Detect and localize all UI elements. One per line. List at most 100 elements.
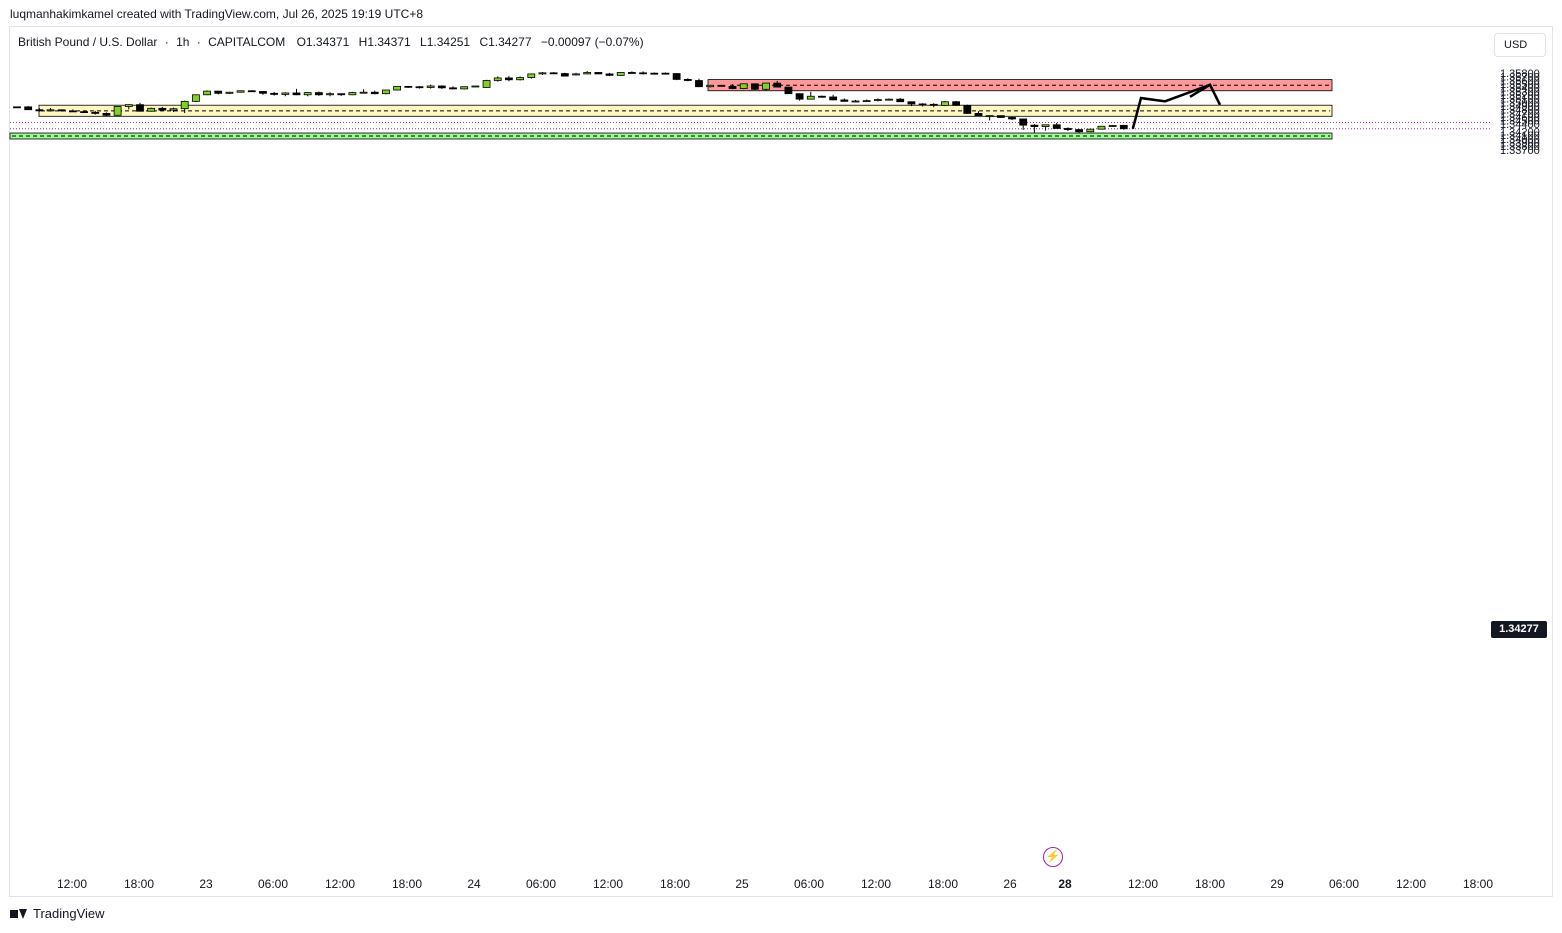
x-tick-label: 18:00 — [1195, 877, 1225, 891]
candle-bear — [292, 92, 301, 96]
time-axis: 12:00 18:00 23 06:00 12:00 18:00 24 06:00 12:00 1… — [57, 877, 1493, 891]
candle-bull — [236, 90, 245, 93]
x-tick-label: 06:00 — [1329, 877, 1359, 891]
x-tick-label: 18:00 — [928, 877, 958, 891]
candle-bull — [124, 104, 133, 107]
x-tick-label: 12:00 — [593, 877, 623, 891]
candle-bear — [57, 109, 66, 112]
symbol-interval: 1h — [176, 35, 190, 49]
candle-bull — [426, 85, 435, 88]
candle-bull — [303, 92, 312, 96]
x-tick-label: 29 — [1270, 877, 1284, 891]
y-tick-label: 1.34900 — [1500, 101, 1540, 113]
tradingview-footer[interactable]: TradingView — [10, 906, 105, 921]
candle-bear — [370, 91, 379, 95]
ohlc-change: −0.00097 (−0.07%) — [540, 35, 644, 49]
projection-arrowhead — [1189, 83, 1222, 106]
y-tick-label: 1.34100 — [1500, 130, 1540, 142]
projection-arrow — [1131, 83, 1211, 130]
candle-bull — [862, 100, 871, 103]
candle-bull — [46, 109, 55, 112]
candle-bear — [136, 104, 144, 112]
y-tick-label: 1.33900 — [1500, 138, 1540, 150]
candle-bear — [13, 106, 21, 109]
candle-bull — [1097, 125, 1106, 130]
candle-bear — [24, 106, 33, 111]
candle-bull — [180, 100, 189, 110]
candle-bear — [639, 72, 647, 75]
candle-bull — [471, 85, 480, 88]
candle-bear — [1008, 117, 1016, 120]
candle-bear — [728, 85, 737, 89]
candle-bear — [80, 111, 88, 114]
currency-button[interactable]: USD — [1494, 33, 1546, 57]
candle-bull — [516, 77, 524, 81]
y-tick-label: 1.35600 — [1500, 75, 1540, 87]
candle-bear — [1064, 128, 1072, 130]
candle-bull — [1108, 125, 1117, 127]
footer-brand: TradingView — [33, 906, 105, 921]
candle-bull — [941, 101, 949, 106]
candle-bear — [270, 92, 279, 95]
candle-bear — [896, 98, 905, 103]
x-tick-label: 25 — [735, 877, 749, 891]
lightning-bolt-icon[interactable]: ⚡ — [1043, 847, 1063, 867]
candle-bull — [359, 91, 368, 94]
candle-bull — [382, 89, 390, 95]
y-tick-label: 1.35100 — [1500, 94, 1540, 106]
candle-bear — [91, 111, 100, 114]
y-tick-label: 1.33800 — [1500, 141, 1540, 153]
candle-bear — [1075, 129, 1083, 133]
projection-layer — [1131, 83, 1222, 130]
x-tick-label: 18:00 — [1463, 877, 1493, 891]
candle-bull — [482, 80, 491, 88]
y-tick-label: 1.35700 — [1500, 72, 1540, 84]
y-tick-label: 1.34800 — [1500, 105, 1540, 117]
candle-bear — [974, 113, 983, 117]
candle-bull — [739, 83, 748, 89]
candle-bear — [1030, 124, 1039, 128]
x-tick-label: 06:00 — [258, 877, 288, 891]
candle-bear — [549, 72, 558, 75]
candle-bull — [147, 107, 156, 112]
candle-bull — [527, 73, 536, 78]
candle-bull — [203, 90, 211, 96]
x-tick-label: 12:00 — [1396, 877, 1426, 891]
candle-bear — [158, 107, 167, 111]
candle-bear — [1019, 118, 1028, 126]
x-tick-label: 12:00 — [861, 877, 891, 891]
x-tick-label: 18:00 — [660, 877, 690, 891]
candle-bear — [717, 84, 726, 87]
y-tick-label: 1.35300 — [1500, 86, 1540, 98]
y-tick-label: 1.33700 — [1500, 145, 1540, 157]
symbol-legend[interactable]: British Pound / U.S. Dollar · 1h · CAPIT… — [18, 35, 650, 49]
candles-layer — [13, 70, 1128, 133]
y-tick-label: 1.35400 — [1500, 83, 1540, 95]
candle-bear — [672, 73, 681, 80]
ohlc-high: H1.34371 — [358, 35, 411, 49]
symbol-exchange: CAPITALCOM — [208, 35, 286, 49]
candle-bear — [437, 85, 446, 89]
candle-bear — [404, 85, 413, 88]
candle-bull — [851, 100, 860, 103]
x-tick-label: 06:00 — [794, 877, 824, 891]
candle-bear — [963, 104, 972, 114]
x-tick-label: 26 — [1003, 877, 1017, 891]
candle-bull — [583, 72, 592, 75]
ohlc-open: O1.34371 — [296, 35, 350, 49]
candle-bear — [695, 80, 703, 88]
y-tick-label: 1.34200 — [1500, 127, 1540, 139]
candle-bear — [650, 72, 659, 75]
x-tick-label: 23 — [199, 877, 213, 891]
candle-bear — [505, 77, 513, 81]
ohlc-close: C1.34277 — [479, 35, 532, 49]
x-tick-label: 28 — [1058, 877, 1072, 891]
candle-bear — [952, 101, 961, 106]
y-tick-label: 1.35200 — [1500, 90, 1540, 102]
x-tick-label: 12:00 — [1128, 877, 1158, 891]
candle-bear — [594, 72, 603, 75]
candle-bull — [985, 115, 994, 118]
legend-separator: · — [196, 35, 201, 49]
candle-bull — [806, 95, 815, 100]
